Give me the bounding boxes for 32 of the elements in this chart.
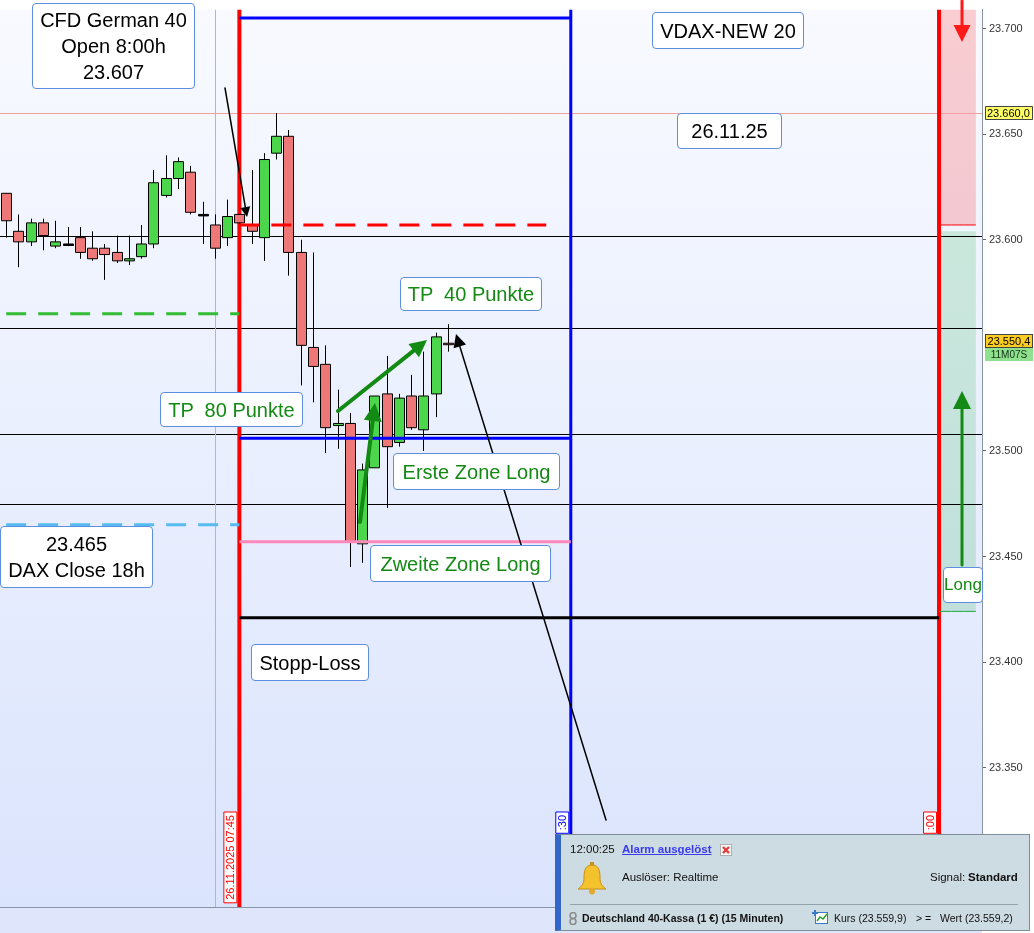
y-tick-label: 23.600 [989,232,1023,245]
annotation: :00 [923,815,936,831]
y-tick-label: 23.450 [989,549,1023,562]
annotation: Alarm ausgelöst [622,842,712,856]
annotation: :30 [555,815,568,831]
annotation: Standard [968,870,1018,884]
annotation: Auslöser: Realtime [622,870,719,884]
annotation: 26.11.2025 07:45 [223,815,236,900]
annotation: TP 40 Punkte [407,282,535,307]
annotation: Long [944,574,982,596]
annotation: 23.465 DAX Close 18h [8,532,145,583]
text: Kurs (23.559,9) [834,911,907,925]
text: 11M07S [985,348,1033,361]
y-tick-label: 23.700 [989,21,1023,34]
annotation: Signal: [930,870,966,884]
ref-line-label: 23.660,0 [987,106,1030,119]
annotation: Erste Zone Long [402,459,551,485]
annotation: 12:00:25 [570,842,615,856]
annotation: Zweite Zone Long [380,551,541,577]
annotation: VDAX-NEW 20 [660,18,796,44]
y-tick-label: 23.400 [989,655,1023,668]
text: > = [916,911,932,925]
y-tick-label: 23.500 [989,443,1023,456]
text: Deutschland 40-Kassa (1 €) (15 Minuten) [582,911,784,925]
annotation: Stopp-Loss [259,650,361,676]
y-tick-label: 23.350 [989,760,1023,773]
annotation: CFD German 40 Open 8:00h 23.607 [40,8,187,85]
annotation: 26.11.25 [691,119,768,144]
text: Wert (23.559,2) [940,911,1013,925]
annotation: TP 80 Punkte [168,397,295,423]
y-tick-label: 23.650 [989,127,1023,140]
text: 23.550,4 [986,335,1032,347]
